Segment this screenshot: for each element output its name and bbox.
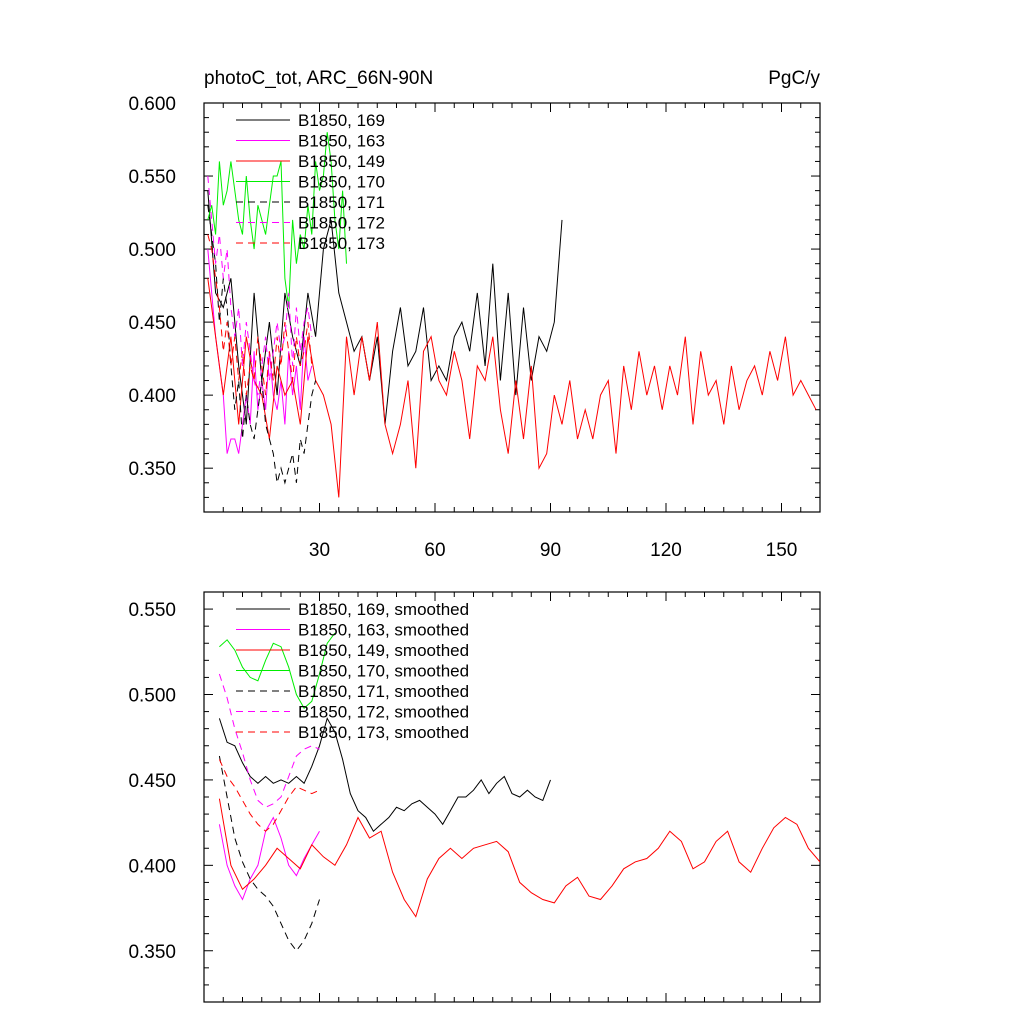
bottom-panel: 0.350 0.400 0.450 0.500 0.550 B1850, 169, smo…	[128, 591, 821, 1003]
series-line-4	[219, 632, 336, 709]
y-tick-label: 0.500	[128, 686, 176, 707]
y-tick-label: 0.500	[128, 240, 176, 261]
y-tick-label: 0.600	[128, 94, 176, 115]
chart-units: PgC/y	[768, 68, 820, 89]
y-tick-label: 0.400	[128, 856, 176, 877]
x-tick-label: 30	[309, 540, 330, 561]
series-group	[218, 632, 820, 952]
y-tick-label: 0.550	[128, 600, 176, 621]
x-tick-label: 90	[540, 540, 561, 561]
plot-frame	[203, 591, 821, 1003]
y-tick-label: 0.400	[128, 386, 176, 407]
series-group	[207, 132, 817, 498]
legend-label: B1850, 173, smoothed	[298, 723, 469, 742]
series-line-3	[207, 278, 817, 498]
y-tick-label: 0.350	[128, 459, 176, 480]
series-line-3	[218, 798, 820, 918]
series-line-5	[207, 205, 317, 485]
legend-label: B1850, 149	[298, 152, 385, 171]
legend-label: B1850, 173	[298, 234, 385, 253]
legend-label: B1850, 149, smoothed	[298, 641, 469, 660]
x-tick-label: 120	[650, 540, 682, 561]
legend-label: B1850, 169	[298, 111, 385, 130]
legend-label: B1850, 169, smoothed	[298, 600, 469, 619]
series-line-7	[218, 759, 320, 832]
legend-label: B1850, 163	[298, 132, 385, 151]
y-tick-label: 0.350	[128, 942, 176, 963]
series-line-6	[218, 673, 320, 808]
top-panel: 30 60 90 120 150 0.350 0.400 0.450 0.500 0.550 0.6…	[128, 94, 821, 561]
legend-label: B1850, 163, smoothed	[298, 621, 469, 640]
y-tick-label: 0.550	[128, 167, 176, 188]
y-tick-label: 0.450	[128, 313, 176, 334]
chart-title: photoC_tot, ARC_66N-90N	[204, 68, 433, 89]
series-line-5	[218, 755, 320, 952]
x-tick-label: 60	[424, 540, 445, 561]
legend-label: B1850, 170	[298, 173, 385, 192]
x-tick-label: 150	[766, 540, 798, 561]
legend-label: B1850, 172	[298, 214, 385, 233]
y-tick-label: 0.450	[128, 771, 176, 792]
series-line-4	[207, 132, 347, 308]
legend-label: B1850, 170, smoothed	[298, 662, 469, 681]
series-line-2	[207, 249, 313, 454]
legend-label: B1850, 172, smoothed	[298, 703, 469, 722]
series-line-1	[218, 717, 551, 832]
series-line-2	[218, 816, 320, 901]
series-line-7	[207, 234, 313, 396]
legend-label: B1850, 171, smoothed	[298, 682, 469, 701]
legend-label: B1850, 171	[298, 193, 385, 212]
